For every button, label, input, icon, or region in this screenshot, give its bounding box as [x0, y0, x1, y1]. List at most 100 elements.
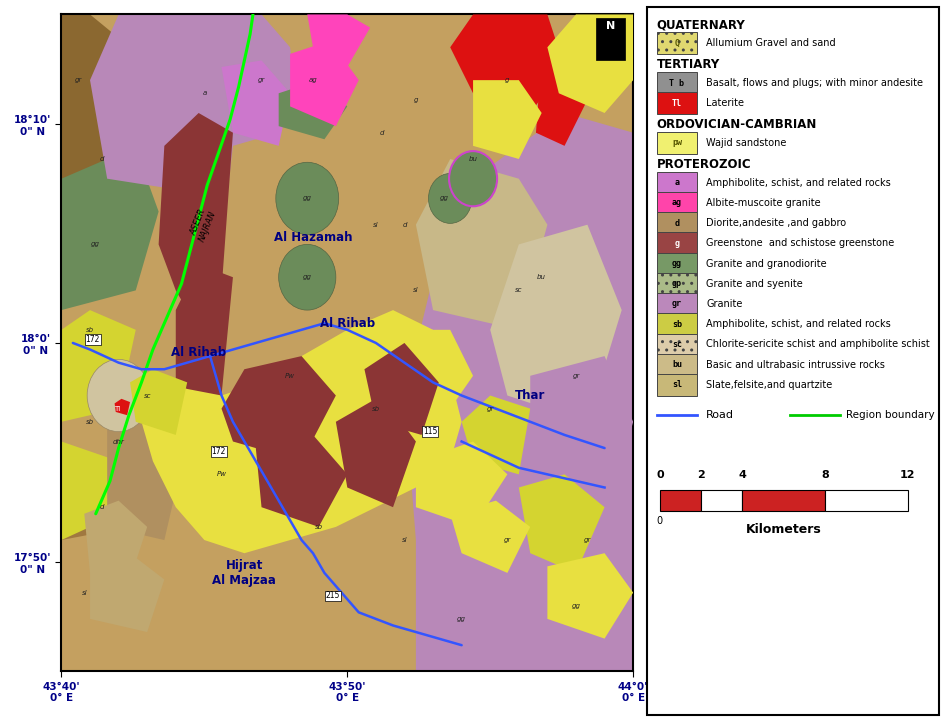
Text: 115: 115 [423, 427, 437, 436]
Polygon shape [221, 67, 432, 310]
Bar [656, 92, 697, 114]
Text: d: d [379, 130, 383, 136]
Polygon shape [449, 14, 564, 113]
Text: Basic and ultrabasic intrussive rocks: Basic and ultrabasic intrussive rocks [705, 360, 885, 370]
Text: Kilometers: Kilometers [745, 523, 821, 536]
Text: Wajid sandstone: Wajid sandstone [705, 138, 785, 148]
Polygon shape [84, 500, 147, 580]
Text: sb: sb [371, 406, 379, 412]
Polygon shape [415, 442, 507, 527]
Text: gr: gr [583, 537, 591, 543]
Circle shape [87, 360, 150, 432]
Text: d: d [99, 156, 104, 162]
Text: gg: gg [457, 616, 465, 622]
Text: PROTEROZOIC: PROTEROZOIC [656, 158, 750, 171]
Text: Al Hazamah: Al Hazamah [274, 231, 352, 244]
Text: bu: bu [536, 274, 546, 280]
Bar [656, 334, 697, 355]
Polygon shape [335, 396, 415, 507]
Text: d: d [402, 222, 406, 227]
Circle shape [278, 244, 335, 310]
Polygon shape [61, 310, 136, 422]
Text: N: N [605, 21, 615, 31]
Text: gr: gr [572, 373, 579, 379]
Text: g: g [505, 77, 509, 83]
Bar [656, 212, 697, 234]
Text: 172: 172 [211, 447, 226, 456]
Polygon shape [221, 356, 335, 461]
Polygon shape [404, 113, 632, 671]
Bar [742, 490, 824, 511]
Bar [659, 490, 700, 511]
Text: gg: gg [440, 196, 448, 201]
Text: sb: sb [86, 419, 94, 425]
Circle shape [448, 151, 497, 206]
Polygon shape [130, 369, 187, 435]
Bar [656, 354, 697, 375]
Polygon shape [393, 330, 473, 409]
Polygon shape [547, 14, 632, 113]
Text: sl: sl [671, 380, 682, 389]
Polygon shape [473, 80, 541, 159]
Text: Hijrat
Al Majzaa: Hijrat Al Majzaa [212, 559, 276, 587]
Text: Chlorite-sericite schist and amphibolite schist: Chlorite-sericite schist and amphibolite… [705, 339, 929, 349]
Text: d: d [99, 504, 104, 510]
Text: g: g [674, 239, 679, 248]
Text: bu: bu [671, 360, 682, 369]
Text: T b: T b [668, 79, 683, 87]
Text: Amphibolite, schist, and related rocks: Amphibolite, schist, and related rocks [705, 178, 890, 188]
Polygon shape [61, 442, 119, 540]
Bar [656, 132, 697, 154]
Text: gg: gg [571, 603, 580, 609]
Bar [656, 172, 697, 193]
Polygon shape [518, 474, 604, 573]
Text: ORDOVICIAN-CAMBRIAN: ORDOVICIAN-CAMBRIAN [656, 118, 817, 131]
Text: gg: gg [302, 274, 312, 280]
Text: sl: sl [413, 287, 418, 293]
Text: 8: 8 [820, 470, 828, 480]
Polygon shape [221, 61, 290, 146]
Text: Basalt, flows and plugs; with minor andesite: Basalt, flows and plugs; with minor ande… [705, 78, 922, 88]
Text: gg: gg [92, 241, 100, 248]
Polygon shape [547, 553, 632, 638]
Text: 0: 0 [655, 470, 663, 480]
Polygon shape [142, 310, 461, 553]
Text: Albite-muscoite granite: Albite-muscoite granite [705, 198, 820, 208]
Polygon shape [107, 409, 187, 540]
Text: gr: gr [258, 77, 265, 83]
Polygon shape [90, 14, 301, 199]
Polygon shape [461, 396, 530, 474]
Polygon shape [290, 40, 359, 126]
Circle shape [276, 162, 338, 235]
Text: Slate,felsite,and quartzite: Slate,felsite,and quartzite [705, 380, 832, 390]
Polygon shape [278, 80, 347, 139]
Polygon shape [530, 356, 632, 527]
Text: sb: sb [86, 327, 94, 333]
Bar [656, 293, 697, 315]
Polygon shape [364, 343, 438, 435]
Text: Granite and syenite: Granite and syenite [705, 279, 802, 289]
Text: g: g [413, 97, 417, 103]
Text: gg: gg [302, 196, 312, 201]
Text: sb: sb [314, 524, 323, 530]
Text: Q: Q [674, 39, 679, 48]
Text: 215: 215 [326, 591, 340, 601]
Text: sl: sl [81, 590, 87, 596]
Bar [656, 273, 697, 295]
Bar [596, 18, 624, 61]
Text: ag: ag [309, 77, 317, 83]
Text: Tl: Tl [114, 406, 121, 412]
Bar [656, 72, 697, 94]
Text: d: d [674, 219, 679, 227]
Text: pw: pw [671, 139, 682, 147]
Text: 172: 172 [86, 335, 100, 344]
Polygon shape [449, 500, 530, 573]
Text: 12: 12 [899, 470, 915, 480]
Text: Amphibolite, schist, and related rocks: Amphibolite, schist, and related rocks [705, 319, 890, 329]
Bar [656, 253, 697, 274]
Text: TERTIARY: TERTIARY [656, 58, 719, 71]
Text: sc: sc [514, 287, 522, 293]
Text: Granite and granodiorite: Granite and granodiorite [705, 258, 826, 269]
Text: Road: Road [705, 410, 733, 420]
Text: Al Rihab: Al Rihab [319, 317, 375, 330]
